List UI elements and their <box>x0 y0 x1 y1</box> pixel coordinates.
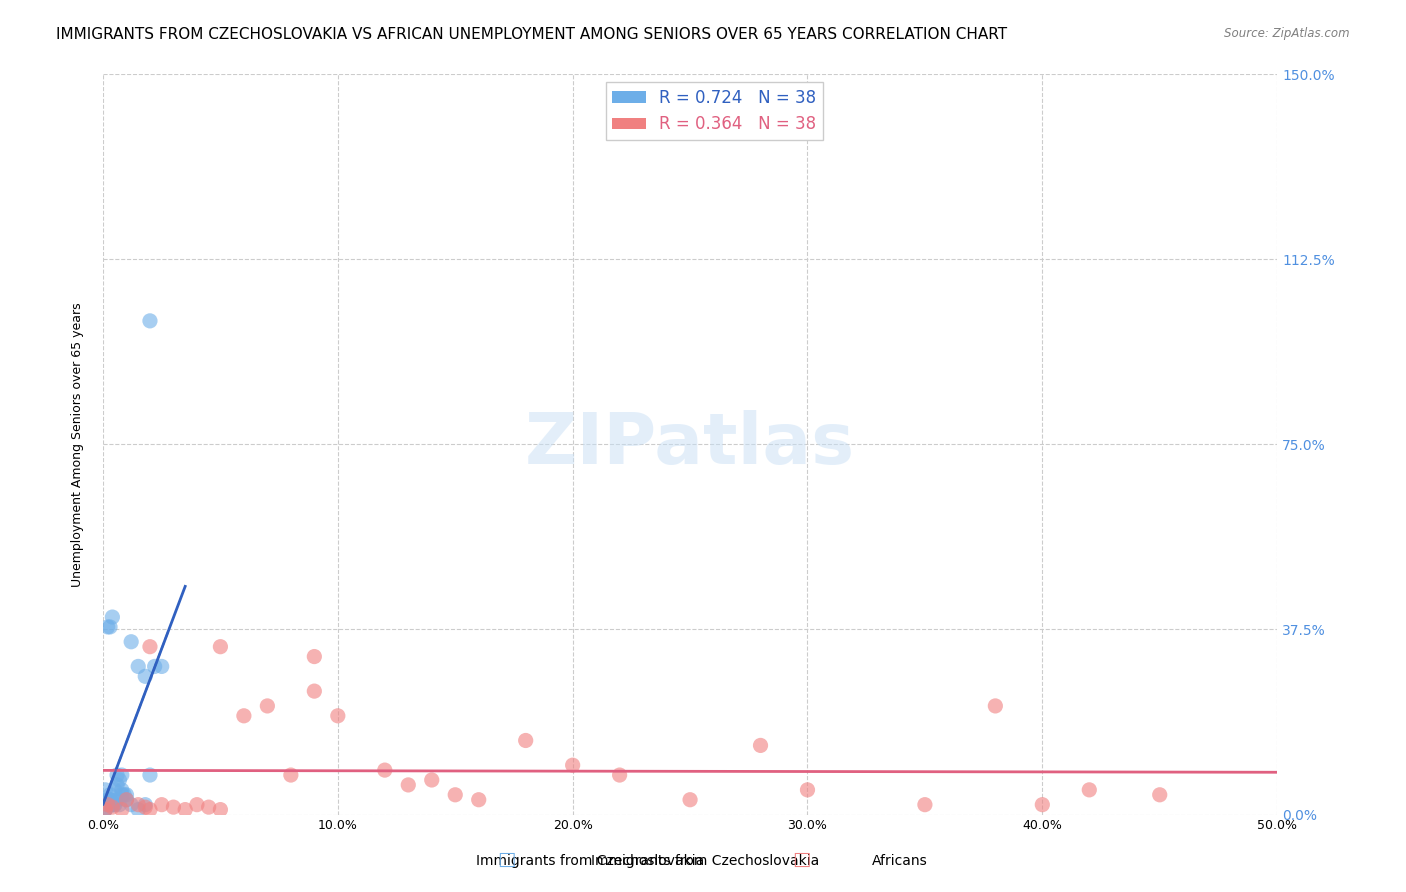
Africans <box>232 708 254 723</box>
Africans <box>139 640 162 654</box>
Immigrants from Czechoslovakia <box>94 803 117 817</box>
Africans <box>101 800 124 814</box>
Immigrants from Czechoslovakia <box>111 788 134 802</box>
Africans <box>174 803 197 817</box>
Immigrants from Czechoslovakia <box>98 788 121 802</box>
Africans <box>420 772 443 787</box>
Immigrants from Czechoslovakia <box>108 797 131 812</box>
Text: IMMIGRANTS FROM CZECHOSLOVAKIA VS AFRICAN UNEMPLOYMENT AMONG SENIORS OVER 65 YEA: IMMIGRANTS FROM CZECHOSLOVAKIA VS AFRICA… <box>56 27 1007 42</box>
Immigrants from Czechoslovakia <box>120 797 142 812</box>
Africans <box>256 698 278 713</box>
Immigrants from Czechoslovakia <box>143 659 166 673</box>
Africans <box>150 797 173 812</box>
Africans <box>304 649 326 664</box>
Immigrants from Czechoslovakia <box>98 620 121 634</box>
Immigrants from Czechoslovakia <box>111 782 134 797</box>
Africans <box>1149 788 1171 802</box>
Text: □: □ <box>496 850 516 869</box>
Africans <box>111 803 134 817</box>
Africans <box>115 793 138 807</box>
Africans <box>749 739 772 753</box>
Immigrants from Czechoslovakia <box>115 793 138 807</box>
Text: □: □ <box>792 850 811 869</box>
Africans <box>326 708 349 723</box>
Africans <box>679 793 702 807</box>
Text: Source: ZipAtlas.com: Source: ZipAtlas.com <box>1225 27 1350 40</box>
Text: Africans: Africans <box>872 855 928 868</box>
Africans <box>515 733 537 747</box>
Africans <box>280 768 302 782</box>
Africans <box>984 698 1007 713</box>
Immigrants from Czechoslovakia <box>139 314 162 328</box>
Africans <box>1078 782 1101 797</box>
Immigrants from Czechoslovakia <box>97 797 120 812</box>
Africans <box>561 758 583 772</box>
Immigrants from Czechoslovakia <box>104 797 127 812</box>
Immigrants from Czechoslovakia <box>115 788 138 802</box>
Immigrants from Czechoslovakia <box>98 793 121 807</box>
Immigrants from Czechoslovakia <box>127 803 149 817</box>
Immigrants from Czechoslovakia <box>101 797 124 812</box>
Immigrants from Czechoslovakia <box>112 788 135 802</box>
Immigrants from Czechoslovakia <box>105 768 128 782</box>
Africans <box>97 797 120 812</box>
Africans <box>209 640 232 654</box>
Africans <box>197 800 219 814</box>
Immigrants from Czechoslovakia <box>111 768 134 782</box>
Immigrants from Czechoslovakia <box>104 797 127 812</box>
Immigrants from Czechoslovakia <box>120 634 142 648</box>
Immigrants from Czechoslovakia <box>97 797 120 812</box>
Africans <box>1031 797 1053 812</box>
Africans <box>467 793 489 807</box>
Africans <box>374 763 396 777</box>
Text: Immigrants from Czechoslovakia: Immigrants from Czechoslovakia <box>591 855 818 868</box>
Africans <box>162 800 184 814</box>
Immigrants from Czechoslovakia <box>150 659 173 673</box>
Immigrants from Czechoslovakia <box>105 778 128 792</box>
Legend: R = 0.724   N = 38, R = 0.364   N = 38: R = 0.724 N = 38, R = 0.364 N = 38 <box>606 82 823 140</box>
Africans <box>186 797 208 812</box>
Immigrants from Czechoslovakia <box>127 659 149 673</box>
Immigrants from Czechoslovakia <box>134 797 156 812</box>
Immigrants from Czechoslovakia <box>94 803 117 817</box>
Immigrants from Czechoslovakia <box>97 793 120 807</box>
Immigrants from Czechoslovakia <box>105 793 128 807</box>
Africans <box>914 797 936 812</box>
Immigrants from Czechoslovakia <box>139 768 162 782</box>
Immigrants from Czechoslovakia <box>104 782 127 797</box>
Africans <box>796 782 818 797</box>
Immigrants from Czechoslovakia <box>108 772 131 787</box>
Immigrants from Czechoslovakia <box>97 620 120 634</box>
Immigrants from Czechoslovakia <box>94 782 117 797</box>
Text: ZIPatlas: ZIPatlas <box>524 409 855 479</box>
Africans <box>396 778 419 792</box>
Africans <box>609 768 631 782</box>
Immigrants from Czechoslovakia <box>134 669 156 683</box>
Immigrants from Czechoslovakia <box>98 793 121 807</box>
Africans <box>444 788 467 802</box>
Y-axis label: Unemployment Among Seniors over 65 years: Unemployment Among Seniors over 65 years <box>72 302 84 587</box>
Africans <box>94 803 117 817</box>
Text: Immigrants from Czechoslovakia: Immigrants from Czechoslovakia <box>477 855 704 868</box>
Africans <box>134 800 156 814</box>
Africans <box>209 803 232 817</box>
Africans <box>304 684 326 698</box>
Africans <box>127 797 149 812</box>
Africans <box>139 803 162 817</box>
Immigrants from Czechoslovakia <box>101 797 124 812</box>
Immigrants from Czechoslovakia <box>101 610 124 624</box>
